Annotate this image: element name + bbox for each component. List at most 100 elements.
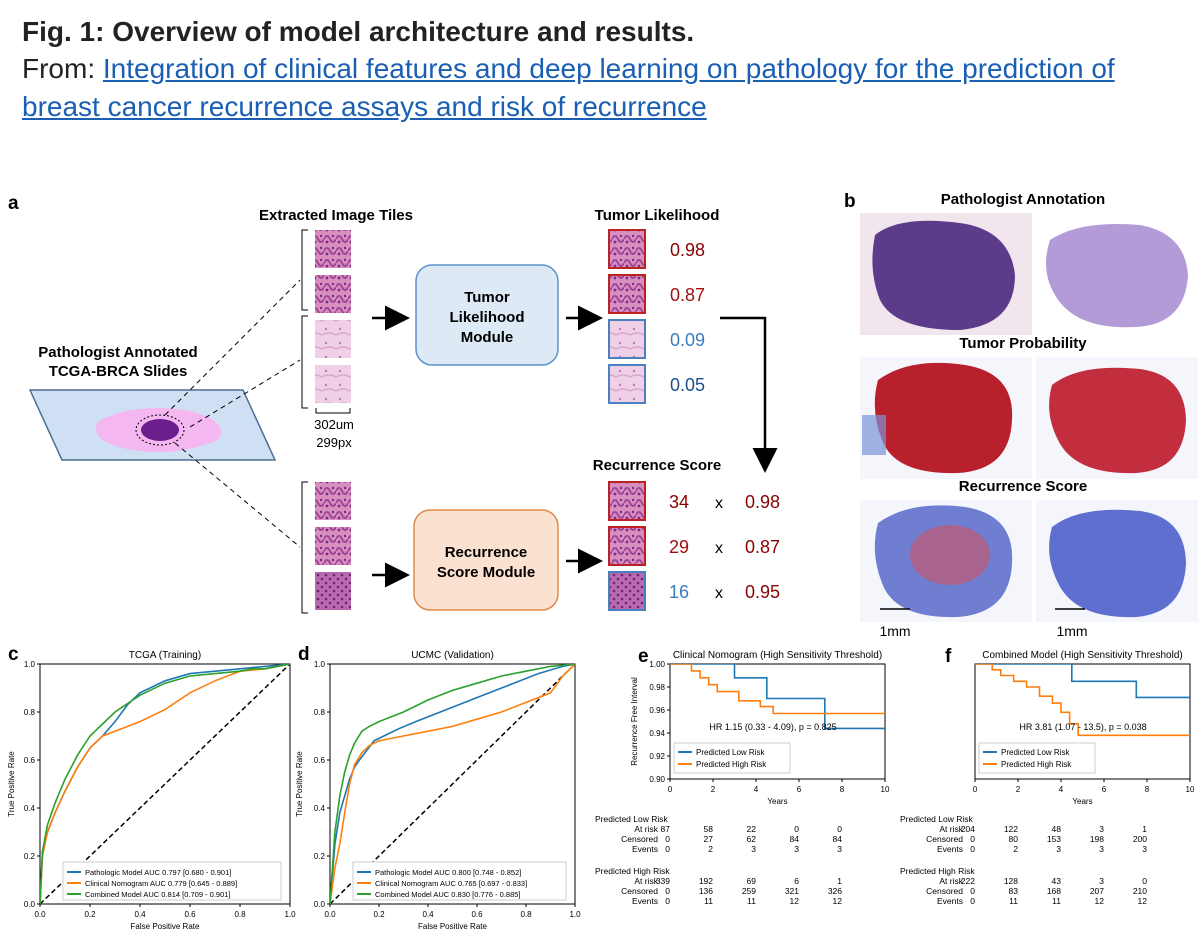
legend-label: Predicted Low Risk xyxy=(696,748,765,757)
y-tick-label: 0.2 xyxy=(314,852,326,861)
risk-value: 168 xyxy=(1047,886,1061,896)
series-line xyxy=(330,664,575,904)
legend-label: Combined Model AUC 0.814 [0.709 - 0.901] xyxy=(85,890,231,899)
y-tick-label: 0.98 xyxy=(649,683,665,692)
x-tick-label: 0.8 xyxy=(234,910,246,919)
series-line xyxy=(330,664,575,904)
risk-value: 326 xyxy=(828,886,842,896)
tumor-module-line-2: Likelihood xyxy=(450,309,525,326)
risk-value: 0 xyxy=(837,824,842,834)
rs-score: 29 xyxy=(669,537,689,557)
x-tick-label: 8 xyxy=(840,785,845,794)
series-line xyxy=(975,664,1190,699)
risk-value: 11 xyxy=(747,896,756,906)
risk-value: 3 xyxy=(1099,844,1104,854)
recurrence-heatmap xyxy=(1049,509,1186,618)
risk-row-label: At risk xyxy=(939,824,963,834)
tumor-value: 0.87 xyxy=(670,285,705,305)
y-tick-label: 1.0 xyxy=(24,660,36,669)
legend-label: Pathologic Model AUC 0.797 [0.680 - 0.90… xyxy=(85,868,231,877)
y-tick-label: 1.00 xyxy=(649,660,665,669)
panel-letter-f: f xyxy=(945,646,952,667)
risk-value: 3 xyxy=(1099,824,1104,834)
risk-value: 128 xyxy=(1004,876,1018,886)
risk-value: 3 xyxy=(1056,844,1061,854)
risk-value: 43 xyxy=(1052,876,1062,886)
x-tick-label: 0 xyxy=(973,785,978,794)
rs-module-line-2: Score Module xyxy=(437,564,535,581)
chart-title: TCGA (Training) xyxy=(129,650,201,661)
risk-value: 83 xyxy=(1009,886,1019,896)
y-tick-label: 0.0 xyxy=(314,900,326,909)
risk-value: 12 xyxy=(1138,896,1148,906)
slide-thumbnail xyxy=(1046,224,1188,328)
risk-value: 259 xyxy=(742,886,756,896)
y-axis-label: Recurrence Free Interval xyxy=(630,677,639,766)
risk-row-label: Events xyxy=(937,844,963,854)
panel-b-letter: b xyxy=(844,191,856,212)
y-tick-label: 0.8 xyxy=(24,708,36,717)
tumor-likelihood-module xyxy=(415,264,559,366)
rs-module-line-1: Recurrence xyxy=(445,544,528,561)
legend-box xyxy=(978,742,1096,774)
tumor-value: 0.09 xyxy=(670,330,705,350)
series-line xyxy=(975,664,1190,737)
figure-header: Fig. 1: Overview of model architecture a… xyxy=(22,14,1182,126)
tumor-value: 0.98 xyxy=(670,240,705,260)
x-tick-label: 0.4 xyxy=(134,910,146,919)
panel-a-letter: a xyxy=(8,193,19,214)
y-tick-label: 0.96 xyxy=(649,706,665,715)
x-tick-label: 2 xyxy=(711,785,716,794)
slide-label-2: TCGA-BRCA Slides xyxy=(49,363,188,380)
risk-row-label: Censored xyxy=(621,834,658,844)
risk-value: 3 xyxy=(751,844,756,854)
risk-value: 153 xyxy=(1047,834,1061,844)
slide-label-1: Pathologist Annotated xyxy=(38,344,197,361)
tile-image xyxy=(315,275,351,313)
panel-letter-c: c xyxy=(8,644,19,665)
risk-value: 48 xyxy=(1052,824,1062,834)
risk-value: 0 xyxy=(970,844,975,854)
risk-value: 11 xyxy=(1052,896,1061,906)
risk-row-label: At risk xyxy=(634,824,658,834)
risk-value: 3 xyxy=(1142,844,1147,854)
risk-value: 0 xyxy=(970,886,975,896)
article-link[interactable]: Integration of clinical features and dee… xyxy=(22,53,1115,122)
x-tick-label: 1.0 xyxy=(284,910,296,919)
x-tick-label: 0.2 xyxy=(84,910,96,919)
x-tick-label: 0.6 xyxy=(184,910,196,919)
rs-weight: 0.95 xyxy=(745,582,780,602)
tumor-module-line-1: Tumor xyxy=(464,289,510,306)
tumor-prob-heatmap xyxy=(874,362,1013,474)
series-line xyxy=(40,664,290,904)
tile-scale-um: 302um xyxy=(314,417,354,432)
tile-image xyxy=(315,320,351,358)
tumor-region xyxy=(141,419,179,441)
risk-row-label: At risk xyxy=(939,876,963,886)
risk-value: 27 xyxy=(704,834,714,844)
risk-value: 136 xyxy=(699,886,713,896)
x-tick-label: 0.4 xyxy=(422,910,434,919)
risk-value: 69 xyxy=(747,876,757,886)
x-axis-label: Years xyxy=(767,797,787,806)
risk-value: 198 xyxy=(1090,834,1104,844)
hazard-ratio-annotation: HR 1.15 (0.33 - 4.09), p = 0.825 xyxy=(709,722,836,732)
y-axis-label: True Positive Rate xyxy=(7,751,16,817)
tile-scale-px: 299px xyxy=(316,435,352,450)
scale-bar-left: 1mm xyxy=(879,623,910,639)
risk-value: 22 xyxy=(747,824,757,834)
rs-weight: 0.87 xyxy=(745,537,780,557)
y-tick-label: 0.6 xyxy=(24,756,36,765)
risk-value: 2 xyxy=(708,844,713,854)
risk-value: 321 xyxy=(785,886,799,896)
risk-value: 11 xyxy=(1009,896,1018,906)
times-sign: x xyxy=(715,495,723,512)
risk-value: 0 xyxy=(665,834,670,844)
row-title-annotation: Pathologist Annotation xyxy=(941,191,1105,208)
risk-value: 62 xyxy=(747,834,757,844)
tumor-prob-heatmap xyxy=(1049,367,1186,474)
legend-label: Predicted Low Risk xyxy=(1001,748,1070,757)
risk-value: 210 xyxy=(1133,886,1147,896)
x-tick-label: 10 xyxy=(1186,785,1195,794)
source-line: From: Integration of clinical features a… xyxy=(22,50,1182,126)
